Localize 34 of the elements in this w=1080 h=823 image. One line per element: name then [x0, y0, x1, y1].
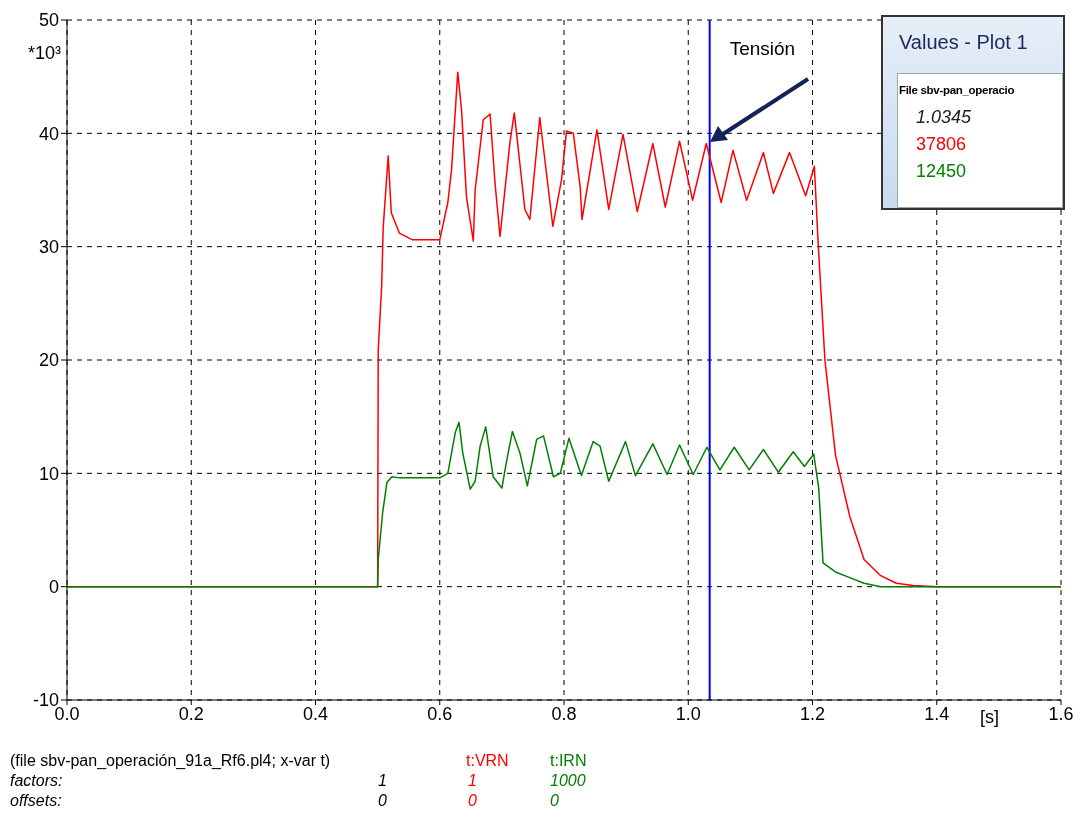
y-tick-label: 0: [48, 577, 59, 598]
y-tick-label: 20: [38, 350, 59, 371]
text: 1: [468, 772, 477, 790]
text: 0: [550, 792, 559, 810]
text: t:IRN: [550, 752, 587, 770]
text: 0: [468, 792, 477, 810]
x-tick-label: 1.4: [924, 703, 950, 724]
x-tick-label: 1.0: [675, 703, 701, 724]
y-tick-label: 30: [38, 237, 59, 258]
text: t:VRN: [466, 752, 509, 770]
annotation: 12450: [916, 161, 967, 182]
x-tick-label: 0.2: [178, 703, 204, 724]
x-axis-title: [s]: [980, 707, 1000, 728]
x-tick-label: 1.2: [799, 703, 826, 724]
y-tick-label: 40: [38, 123, 59, 144]
text: (file sbv-pan_operación_91a_Rf6.pl4; x-var t): [10, 752, 331, 770]
y-tick-label: 50: [38, 10, 59, 31]
text: 1000: [550, 772, 586, 790]
x-tick-label: 1.6: [1048, 703, 1074, 724]
annotation: 37806: [916, 134, 967, 155]
y-tick-label: 10: [38, 463, 59, 484]
line-series: [67, 421, 1061, 588]
annotation: 1.0345: [916, 107, 972, 128]
text: 1: [378, 772, 387, 790]
y-axis-title: *10³: [28, 43, 62, 64]
text: 0: [378, 792, 387, 810]
x-tick-label: 0.6: [427, 703, 453, 724]
annotation: Tensión: [729, 38, 796, 60]
x-tick-label: 0.4: [302, 703, 329, 724]
annotation: Values - Plot 1: [899, 31, 1028, 54]
text: offsets:: [10, 792, 62, 810]
annotation: File sbv-pan_operacio: [899, 84, 1015, 96]
text: factors:: [10, 772, 63, 790]
x-tick-label: 0.8: [551, 703, 577, 724]
